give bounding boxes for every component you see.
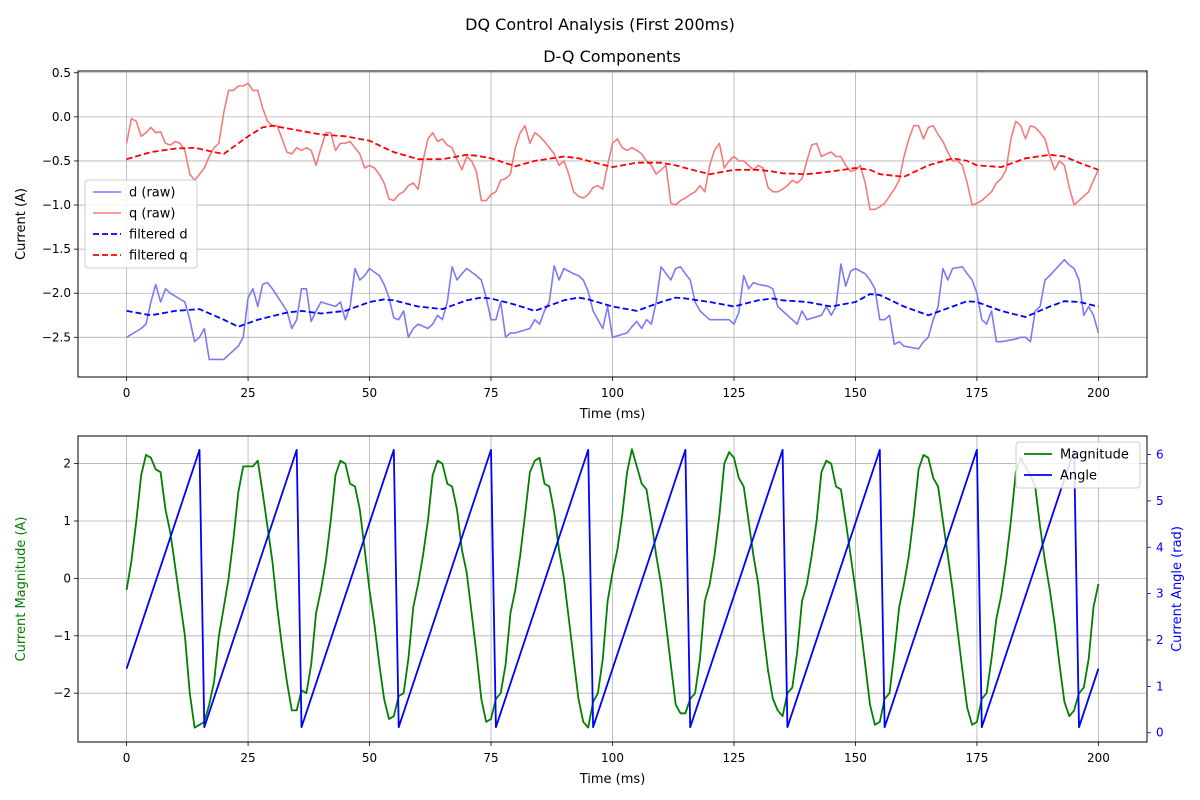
right-y-axis-label: Current Angle (rad) bbox=[1170, 526, 1185, 652]
y-tick-label: −1.0 bbox=[42, 198, 71, 212]
x-tick-label: 150 bbox=[844, 751, 867, 765]
x-tick-label: 175 bbox=[965, 751, 988, 765]
x-tick-label: 100 bbox=[601, 751, 624, 765]
x-tick-label: 175 bbox=[965, 386, 988, 400]
y-tick-label: 1 bbox=[63, 514, 71, 528]
y-tick-label: −1 bbox=[53, 629, 71, 643]
x-axis-label: Time (ms) bbox=[579, 407, 646, 422]
x-tick-label: 50 bbox=[362, 751, 377, 765]
legend: Magnitude Angle bbox=[1015, 441, 1141, 489]
x-axis-label: Time (ms) bbox=[579, 772, 646, 787]
legend: d (raw) q (raw) filtered d filtered q bbox=[84, 179, 198, 269]
x-tick-label: 50 bbox=[362, 386, 377, 400]
x-tick-label: 200 bbox=[1087, 386, 1110, 400]
series-line-magnitude bbox=[125, 448, 1100, 729]
legend-label: q (raw) bbox=[129, 207, 175, 222]
right-y-tick-label: 2 bbox=[1156, 633, 1164, 647]
top-chart-panel: 0 25 50 75 100 125 150 175 200 −2.5 −2.0 −1.5 −1.0 −0… bbox=[14, 66, 1148, 422]
right-y-tick-label: 3 bbox=[1156, 587, 1164, 601]
x-tick-label: 75 bbox=[483, 751, 498, 765]
y-tick-label: −2.0 bbox=[42, 286, 71, 300]
right-y-tick-label: 6 bbox=[1156, 448, 1164, 462]
y-axis-label: Current Magnitude (A) bbox=[14, 517, 29, 662]
bottom-chart-panel: 0 25 50 75 100 125 150 175 200 −2 −1 0 1 2 0 1 2 3 4 5 6 Time… bbox=[14, 435, 1185, 787]
y-tick-label: −0.5 bbox=[42, 154, 71, 168]
legend-label: Angle bbox=[1060, 469, 1097, 484]
right-y-tick-label: 4 bbox=[1156, 540, 1164, 554]
y-tick-label: 0 bbox=[63, 571, 71, 585]
legend-label: Magnitude bbox=[1060, 448, 1129, 463]
x-tick-label: 0 bbox=[123, 386, 131, 400]
x-tick-label: 75 bbox=[483, 386, 498, 400]
right-y-tick-label: 1 bbox=[1156, 679, 1164, 693]
y-tick-label: −2 bbox=[53, 686, 71, 700]
x-tick-label: 125 bbox=[723, 751, 746, 765]
right-y-tick-label: 5 bbox=[1156, 494, 1164, 508]
right-y-tick-label: 0 bbox=[1156, 726, 1164, 740]
y-tick-label: 2 bbox=[63, 457, 71, 471]
series-line-angle bbox=[125, 448, 1100, 729]
series-line-d-raw- bbox=[126, 258, 1100, 361]
legend-label: filtered q bbox=[129, 249, 188, 264]
y-tick-label: −2.5 bbox=[42, 330, 71, 344]
legend-label: filtered d bbox=[129, 228, 188, 243]
series-line-filtered-d bbox=[126, 293, 1099, 328]
x-tick-label: 200 bbox=[1087, 751, 1110, 765]
x-tick-label: 0 bbox=[123, 751, 131, 765]
series-line-filtered-q bbox=[126, 124, 1099, 178]
y-tick-label: −1.5 bbox=[42, 242, 71, 256]
top-chart-title: D-Q Components bbox=[543, 47, 681, 66]
x-tick-label: 25 bbox=[240, 751, 255, 765]
x-tick-label: 150 bbox=[844, 386, 867, 400]
legend-label: d (raw) bbox=[129, 186, 175, 201]
x-tick-label: 100 bbox=[601, 386, 624, 400]
y-tick-label: 0.0 bbox=[52, 110, 71, 124]
series-line-q-raw- bbox=[125, 82, 1100, 211]
x-tick-label: 125 bbox=[723, 386, 746, 400]
figure-title: DQ Control Analysis (First 200ms) bbox=[465, 15, 735, 34]
y-tick-label: 0.5 bbox=[52, 66, 71, 80]
x-tick-label: 25 bbox=[240, 386, 255, 400]
legend-box bbox=[84, 179, 198, 269]
y-axis-label: Current (A) bbox=[14, 188, 29, 260]
